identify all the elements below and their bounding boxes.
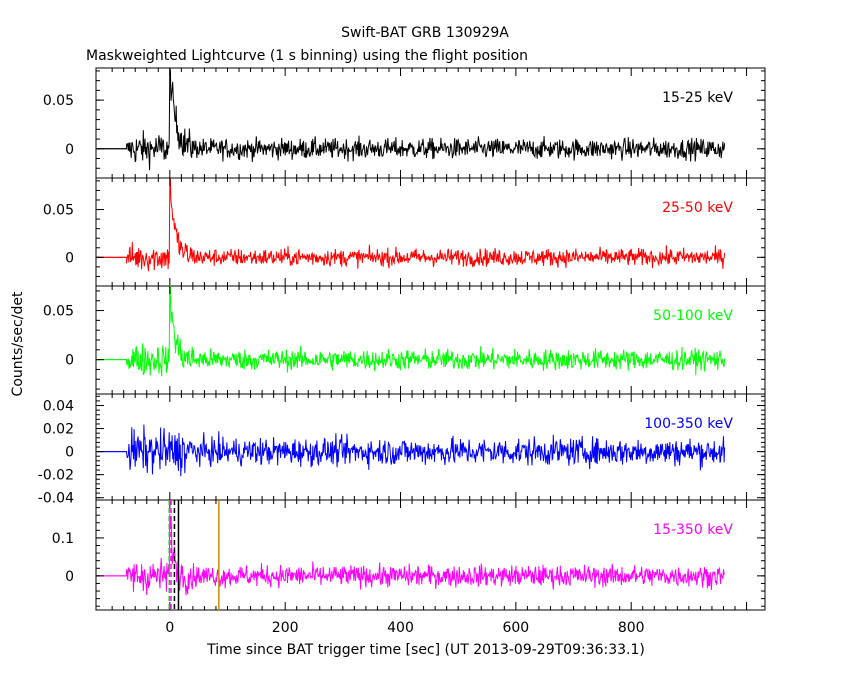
panel-frame (95, 177, 766, 287)
panel-frame (95, 499, 766, 611)
y-tick-label: 0 (65, 445, 74, 461)
lightcurve-series (96, 178, 726, 272)
x-tick-label: 800 (618, 620, 645, 636)
y-tick-label: 0.05 (43, 203, 74, 219)
band-label: 15-350 keV (653, 522, 733, 538)
panel-frame (95, 393, 766, 501)
lightcurve-series (96, 424, 726, 477)
x-tick-label: 0 (165, 620, 174, 636)
y-tick-label: 0 (65, 250, 74, 266)
y-tick-label: -0.02 (38, 468, 74, 484)
panel-frame (95, 67, 766, 179)
panel-3: 0 0.05 50-100 keV (43, 285, 766, 395)
panel-5: 0 0.1 15-350 keV (52, 499, 766, 611)
panel-frame (95, 285, 766, 395)
y-tick-label: 0.1 (52, 531, 74, 547)
panels-group: 0 0.05 15-25 keV 0 0.05 25-50 keV 0 0.05 50-100 … (38, 67, 766, 636)
y-tick-label: -0.04 (38, 491, 74, 507)
chart-subtitle: Maskweighted Lightcurve (1 s binning) us… (86, 48, 528, 64)
y-tick-label: 0 (65, 353, 74, 369)
y-tick-label: 0.02 (43, 422, 74, 438)
band-label: 15-25 keV (662, 90, 733, 106)
x-tick-label: 400 (387, 620, 414, 636)
band-label: 50-100 keV (653, 308, 733, 324)
y-axis-label: Counts/sec/det (10, 291, 26, 396)
band-label: 100-350 keV (644, 416, 733, 432)
chart-title: Swift-BAT GRB 130929A (341, 25, 509, 41)
x-tick-label: 200 (272, 620, 299, 636)
y-tick-label: 0.04 (43, 399, 74, 415)
panel-2: 0 0.05 25-50 keV (43, 177, 766, 287)
x-axis-label: Time since BAT trigger time [sec] (UT 20… (206, 642, 645, 658)
lightcurve-series (96, 514, 726, 596)
y-tick-label: 0 (65, 569, 74, 585)
band-label: 25-50 keV (662, 200, 733, 216)
y-tick-label: 0.05 (43, 304, 74, 320)
lightcurve-series (96, 67, 726, 171)
lightcurve-series (96, 285, 726, 377)
y-tick-label: 0 (65, 142, 74, 158)
panel-1: 0 0.05 15-25 keV (43, 67, 766, 179)
x-tick-label: 600 (502, 620, 529, 636)
y-tick-label: 0.05 (43, 93, 74, 109)
panel-4: -0.04 -0.02 0 0.02 0.04 100-350 keV (38, 393, 766, 507)
